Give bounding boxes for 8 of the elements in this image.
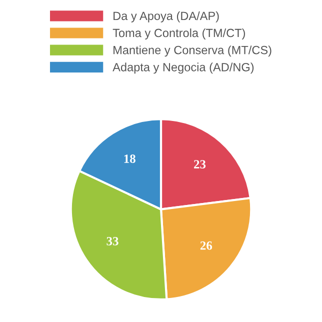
data-label: 18 [124, 154, 136, 163]
data-label: 26 [200, 241, 212, 250]
data-label: 33 [106, 236, 118, 246]
legend-label: Toma y Controla (TM/CT) [112, 28, 245, 40]
legend-label: Da y Apoya (DA/AP) [114, 11, 219, 22]
legend-label: Mantiene y Conserva (MT/CS) [114, 46, 272, 57]
legend-label: Adapta y Negocia (AD/NG) [112, 62, 254, 74]
data-label: 23 [194, 160, 206, 168]
